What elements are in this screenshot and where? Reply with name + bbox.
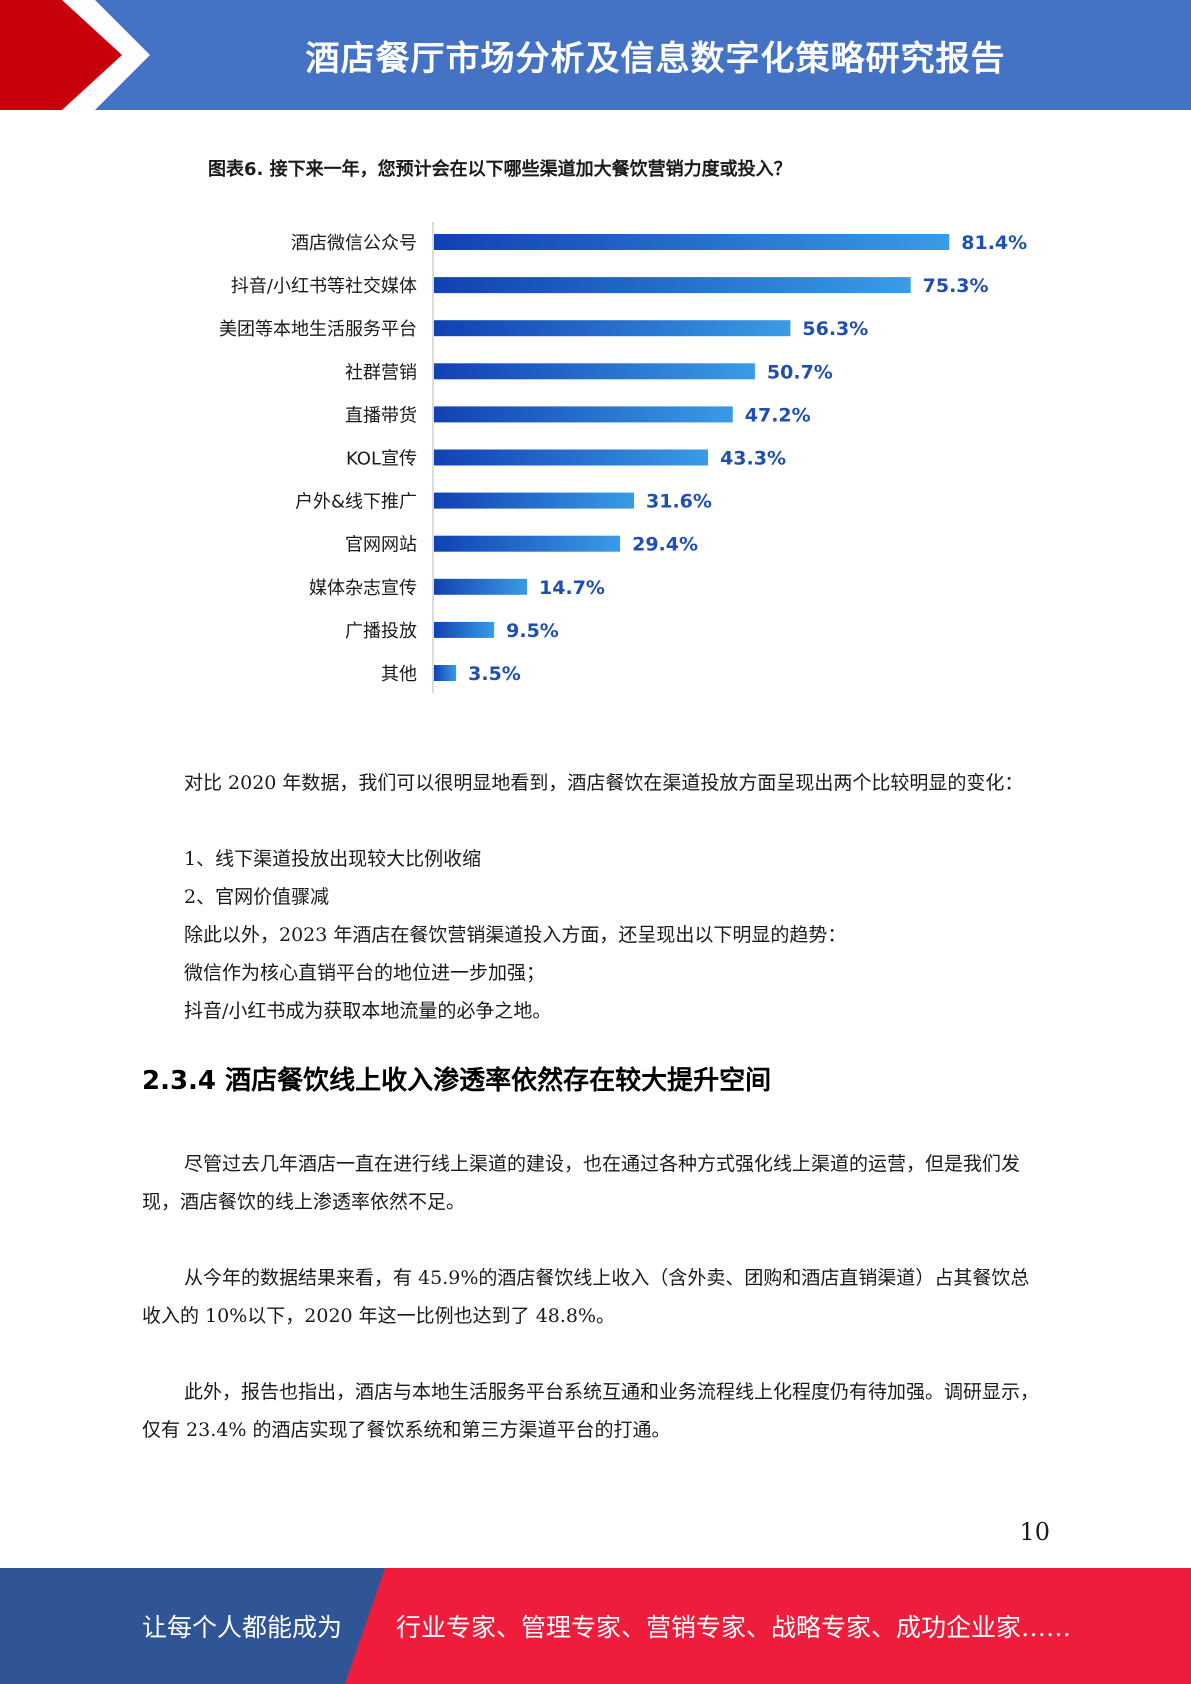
bar-category-label: 社群营销	[345, 362, 417, 383]
bar-category-label: 户外&线下推广	[295, 492, 417, 513]
footer-slogan-left: 让每个人都能成为	[142, 1613, 343, 1642]
bar-category-label: KOL宣传	[346, 449, 417, 470]
bar	[434, 492, 635, 509]
bar-category-label: 直播带货	[345, 405, 417, 426]
bar	[434, 406, 733, 423]
bar-category-label: 官网网站	[345, 535, 417, 556]
footer-slogan-right: 行业专家、管理专家、营销专家、战略专家、成功企业家……	[396, 1613, 1072, 1642]
list-item: 2、官网价值骤减	[184, 886, 330, 908]
footer-background	[0, 1568, 1191, 1684]
page-number: 10	[1019, 1518, 1050, 1546]
page-header: 酒店餐厅市场分析及信息数字化策略研究报告	[0, 0, 1191, 110]
bar	[434, 621, 495, 638]
header-chevron-decoration	[0, 0, 150, 110]
bar-value-label: 9.5%	[506, 620, 559, 642]
bar-chart: 酒店微信公众号 81.4% 抖音/小红书等社交媒体 75.3% 美团等本地生活服务平台 5…	[180, 135, 1060, 705]
bar-value-label: 50.7%	[767, 361, 833, 383]
bar	[434, 234, 950, 250]
bar-category-label: 酒店微信公众号	[291, 233, 417, 254]
bar	[434, 363, 755, 380]
bar-value-label: 75.3%	[923, 275, 989, 297]
bar	[434, 320, 791, 337]
bar-category-label: 媒体杂志宣传	[309, 578, 417, 599]
chart-title: 图表6. 接下来一年，您预计会在以下哪些渠道加大餐饮营销力度或投入？	[208, 159, 792, 180]
report-title: 酒店餐厅市场分析及信息数字化策略研究报告	[305, 38, 1006, 79]
bar-category-label: 抖音/小红书等社交媒体	[231, 276, 417, 297]
bar-value-label: 43.3%	[720, 448, 786, 470]
bar-value-label: 56.3%	[802, 318, 868, 340]
bar-category-label: 其他	[381, 664, 417, 685]
paragraph-data-results: 从今年的数据结果来看，有 45.9%的酒店餐饮线上收入（含外卖、团购和酒店直销渠…	[142, 1267, 1030, 1327]
bar-value-label: 3.5%	[468, 663, 521, 685]
bar	[434, 449, 709, 466]
section-heading: 2.3.4 酒店餐饮线上收入渗透率依然存在较大提升空间	[142, 1066, 772, 1096]
bar	[434, 277, 911, 294]
bar-category-label: 美团等本地生活服务平台	[219, 319, 417, 340]
list-item: 抖音/小红书成为获取本地流量的必争之地。	[184, 1000, 552, 1022]
bar-value-label: 31.6%	[646, 491, 712, 513]
paragraph-online-channels: 尽管过去几年酒店一直在进行线上渠道的建设，也在通过各种方式强化线上渠道的运营，但…	[142, 1153, 1021, 1213]
bar	[434, 535, 621, 552]
list-item: 除此以外，2023 年酒店在餐饮营销渠道投入方面，还呈现出以下明显的趋势：	[184, 924, 847, 946]
paragraph-comparison: 对比 2020 年数据，我们可以很明显地看到，酒店餐饮在渠道投放方面呈现出两个比…	[184, 772, 1024, 794]
page-footer: 让每个人都能成为 行业专家、管理专家、营销专家、战略专家、成功企业家……	[0, 1568, 1191, 1684]
paragraph-platform-integration: 此外，报告也指出，酒店与本地生活服务平台系统互通和业务流程线上化程度仍有待加强。…	[142, 1381, 1040, 1441]
bar-category-label: 广播投放	[345, 621, 417, 642]
bar-chart-canvas: 酒店微信公众号 81.4% 抖音/小红书等社交媒体 75.3% 美团等本地生活服务平台 5…	[219, 222, 1027, 693]
bar-value-label: 81.4%	[961, 232, 1027, 254]
list-item: 1、线下渠道投放出现较大比例收缩	[184, 848, 482, 870]
bar-value-label: 47.2%	[745, 404, 811, 426]
list-item: 微信作为核心直销平台的地位进一步加强；	[184, 962, 546, 984]
bar	[434, 578, 528, 595]
bar-value-label: 29.4%	[632, 534, 698, 556]
bar	[434, 665, 457, 681]
bar-value-label: 14.7%	[539, 577, 605, 599]
